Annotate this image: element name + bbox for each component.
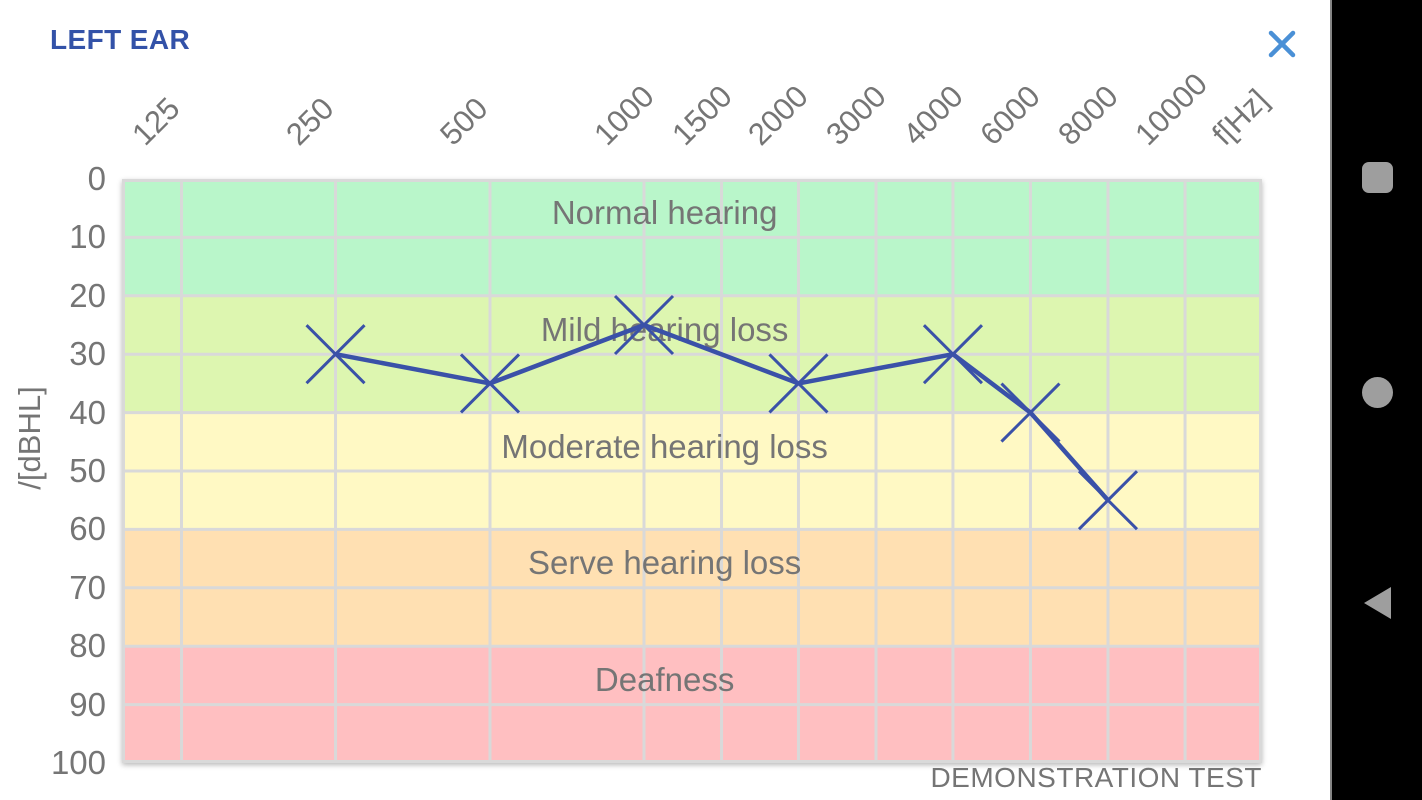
- x-axis-tick-label: 4000: [896, 78, 970, 152]
- data-point-x-marker: [613, 294, 675, 356]
- band-label: Normal hearing: [551, 194, 778, 231]
- grid-svg: [122, 179, 1262, 763]
- y-axis-tick-label: 80: [69, 627, 106, 665]
- x-axis-title: f[Hz]: [1205, 82, 1276, 152]
- data-point-x-marker: [1077, 470, 1139, 531]
- y-axis-title: /[dBHL]: [12, 386, 47, 490]
- y-axis-tick-label: 90: [69, 685, 106, 723]
- y-axis-tick-label: 100: [50, 744, 106, 781]
- data-point-x-marker: [1000, 382, 1061, 443]
- x-axis-tick-label: 1000: [587, 78, 661, 152]
- band-labels-layer: Normal hearing Mild hearing loss Moderate …: [122, 179, 1262, 763]
- x-axis-tick-label: 1500: [664, 78, 739, 152]
- data-point-x-marker: [459, 353, 521, 414]
- x-axis-tick-label: 125: [124, 90, 187, 152]
- y-axis-tick-label: 20: [69, 276, 106, 314]
- home-button[interactable]: [1332, 362, 1422, 422]
- y-axis-tick-label: 50: [69, 452, 106, 489]
- recents-button[interactable]: [1332, 147, 1422, 207]
- x-axis-tick-label: 6000: [973, 78, 1048, 152]
- plot-area: Normal hearing Mild hearing loss Moderate …: [122, 179, 1262, 763]
- close-button[interactable]: [1256, 18, 1308, 70]
- x-axis-tick-label: 500: [433, 90, 495, 152]
- y-axis-tick-label: 30: [69, 335, 106, 373]
- triangle-left-icon: [1363, 587, 1391, 619]
- data-point-x-marker: [768, 353, 829, 414]
- x-axis-tick-label: 8000: [1051, 78, 1125, 152]
- data-point-x-marker: [305, 324, 366, 385]
- back-button[interactable]: [1332, 573, 1422, 633]
- band-label: Mild hearing loss: [540, 310, 789, 348]
- y-axis-tick-label: 40: [69, 393, 106, 431]
- demonstration-note: DEMONSTRATION TEST: [930, 762, 1262, 793]
- series-svg: [305, 294, 1139, 531]
- y-axis-tick-label: 70: [69, 568, 106, 606]
- band-label: Serve hearing loss: [527, 544, 802, 582]
- data-point-x-marker: [922, 324, 984, 385]
- y-axis-tick-label: 60: [69, 510, 106, 548]
- threshold-line: [335, 322, 1110, 502]
- x-axis-tick-label: 3000: [819, 78, 893, 152]
- band-label: Deafness: [594, 661, 735, 699]
- page-title: LEFT EAR: [50, 24, 191, 55]
- android-navbar: [1330, 0, 1422, 800]
- y-axis-tick-label: 0: [87, 160, 106, 197]
- x-axis-tick-label: 2000: [741, 78, 816, 152]
- circle-icon: [1361, 376, 1393, 408]
- band-label: Moderate hearing loss: [501, 427, 828, 465]
- audiogram-panel: LEFT EAR Normal hearing Mild hearing loss…: [12, 18, 1308, 793]
- close-icon: [1268, 30, 1296, 58]
- x-axis-tick-label: 10000: [1128, 66, 1215, 152]
- square-icon: [1361, 161, 1393, 193]
- x-axis-tick-label: 250: [278, 90, 341, 152]
- y-axis-tick-label: 10: [69, 218, 106, 256]
